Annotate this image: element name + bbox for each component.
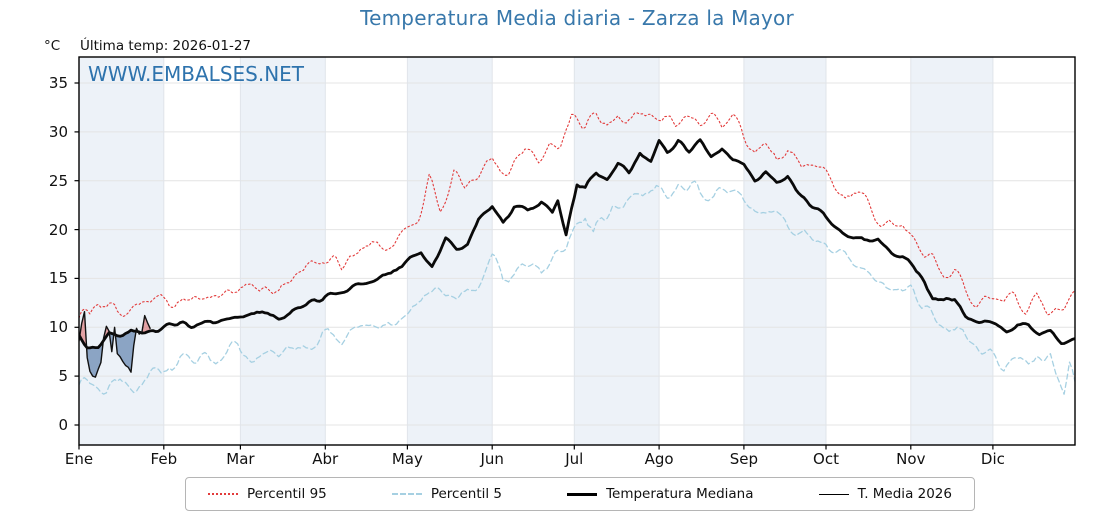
chart-canvas	[74, 56, 1076, 450]
x-tick-label: Sep	[729, 450, 759, 468]
legend-item-percentil-95: Percentil 95	[208, 486, 327, 502]
temperature-chart-page: Temperatura Media diaria - Zarza la Mayo…	[44, 6, 1076, 511]
x-tick-label: Jun	[480, 450, 504, 468]
t-media-2026-line-sample-icon	[818, 493, 849, 495]
x-tick-label: Feb	[150, 450, 178, 468]
legend-item-percentil-5: Percentil 5	[391, 486, 503, 502]
legend-item-temperatura-mediana: Temperatura Mediana	[567, 486, 754, 502]
y-tick-label: 10	[48, 318, 68, 337]
y-tick-label: 20	[48, 220, 68, 239]
x-tick-label: Nov	[896, 450, 926, 468]
y-axis-units-label: °C	[44, 38, 61, 54]
chart-title: Temperatura Media diaria - Zarza la Mayo…	[360, 6, 794, 30]
x-tick-label: Mar	[226, 450, 255, 468]
y-tick-label: 5	[58, 367, 68, 386]
y-tick-label: 15	[48, 269, 68, 288]
x-tick-label: Jul	[565, 450, 584, 468]
x-tick-label: Oct	[813, 450, 839, 468]
percentil-95-line-sample-icon	[208, 493, 238, 495]
last-temp-label: Última temp: 2026-01-27	[80, 38, 252, 54]
watermark-text: WWW.EMBALSES.NET	[88, 62, 305, 86]
x-tick-label: May	[391, 450, 423, 468]
percentil-5-line-sample-icon	[391, 493, 422, 495]
chart-legend: Percentil 95 Percentil 5 Temperatura Med…	[185, 477, 975, 511]
legend-label: T. Media 2026	[857, 486, 952, 502]
legend-label: Temperatura Mediana	[606, 486, 754, 502]
x-tick-label: Ago	[644, 450, 674, 468]
y-tick-label: 25	[48, 171, 68, 190]
x-tick-label: Ene	[64, 450, 94, 468]
legend-item-t-media-2026: T. Media 2026	[818, 486, 952, 502]
y-tick-label: 35	[48, 74, 68, 92]
x-tick-label: Abr	[312, 450, 339, 468]
legend-label: Percentil 5	[430, 486, 503, 502]
temperatura-mediana-line-sample-icon	[567, 492, 598, 496]
y-tick-label: 30	[48, 122, 68, 141]
y-tick-label: 0	[58, 416, 68, 434]
x-tick-label: Dic	[980, 450, 1005, 468]
legend-label: Percentil 95	[247, 486, 327, 502]
